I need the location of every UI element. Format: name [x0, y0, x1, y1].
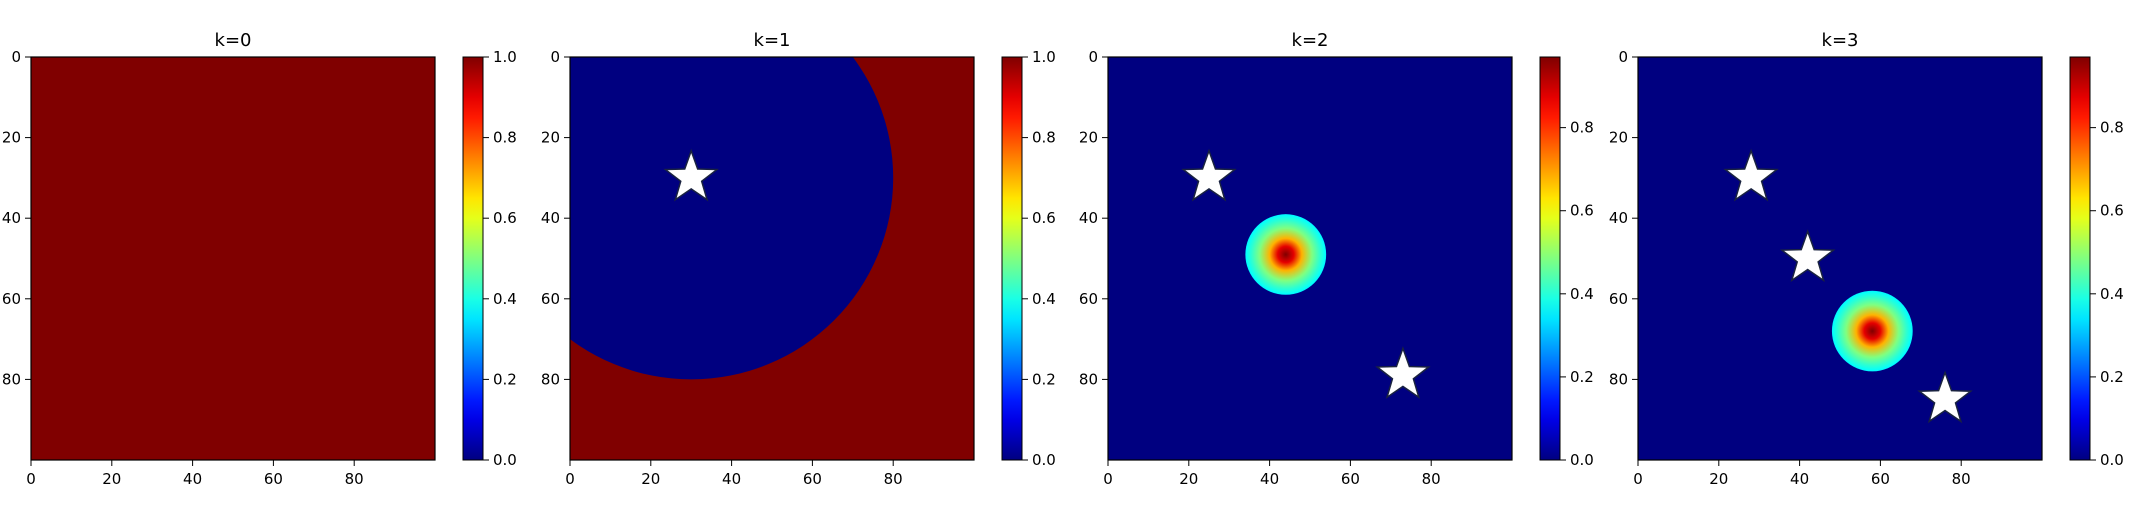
y-tick-label: 20 — [2, 129, 21, 147]
panel-1: 0 20 40 60 80 0 20 40 60 80 k=1 0.0 0.2 0.4 0.6 0.8 1.0 — [541, 30, 1056, 488]
colorbar — [1001, 56, 1023, 461]
panel-3: 0 20 40 60 80 0 20 40 60 80 k=3 0.0 0.2 0.4 0.6 0.8 — [1609, 30, 2124, 488]
axes-frame — [30, 56, 436, 461]
colorbar — [1539, 56, 1561, 461]
colorbar-tick-label: 0.6 — [1032, 209, 1056, 227]
x-tick-label: 20 — [641, 470, 660, 488]
colorbar-tick-label: 0.6 — [1570, 202, 1594, 220]
star-marker — [1181, 148, 1237, 202]
x-tick-label: 80 — [884, 470, 903, 488]
star-marker — [1375, 346, 1431, 400]
heatmap-image — [31, 57, 435, 460]
x-tick-label: 60 — [1341, 470, 1360, 488]
colorbar-tick-label: 0.2 — [493, 370, 517, 388]
colorbar-tick-label: 0.6 — [2100, 202, 2124, 220]
y-tick-label: 60 — [1079, 290, 1098, 308]
star-marker — [1723, 148, 1779, 202]
heatmap-image — [1638, 57, 2042, 460]
colorbar-tick-label: 1.0 — [493, 48, 517, 66]
x-tick-label: 60 — [264, 470, 283, 488]
heatmap-fill — [31, 57, 435, 460]
axes-frame — [1637, 56, 2043, 461]
x-tick-label: 60 — [803, 470, 822, 488]
colorbar-tick-label: 0.8 — [1032, 129, 1056, 147]
y-tick-label: 0 — [1618, 48, 1628, 66]
colorbar-tick-label: 0.2 — [1570, 368, 1594, 386]
x-tick-label: 0 — [1103, 470, 1113, 488]
panel-title: k=2 — [1292, 30, 1329, 51]
panel-title: k=1 — [754, 30, 791, 51]
x-tick-label: 40 — [183, 470, 202, 488]
colorbar-tick-label: 0.8 — [493, 129, 517, 147]
x-tick-label: 0 — [1633, 470, 1643, 488]
colorbar-tick-label: 0.4 — [493, 290, 517, 308]
panel-2: 0 20 40 60 80 0 20 40 60 80 k=2 0.0 0.2 0.4 0.6 0.8 — [1079, 30, 1594, 488]
star-marker — [1779, 229, 1836, 283]
y-tick-label: 80 — [1609, 370, 1628, 388]
x-tick-label: 40 — [1790, 470, 1809, 488]
panel-0: 0 20 40 60 80 0 20 40 60 80 k=0 0.0 0.2 0.4 0.6 0.8 1.0 — [2, 30, 517, 488]
colorbar — [462, 56, 484, 461]
x-tick-label: 20 — [1179, 470, 1198, 488]
y-tick-label: 60 — [1609, 290, 1628, 308]
heatmap-background — [1638, 57, 2042, 460]
colorbar-tick-label: 1.0 — [1032, 48, 1056, 66]
panels: 0 20 40 60 80020406080k=00.00.20.40.60.81.00… — [2, 30, 2124, 488]
y-tick-label: 80 — [541, 370, 560, 388]
star-marker — [663, 148, 720, 202]
x-tick-label: 0 — [565, 470, 575, 488]
axes-frame — [569, 56, 975, 461]
colorbar-tick-label: 0.0 — [493, 451, 517, 469]
heatmap-blob — [1831, 290, 1913, 372]
heatmap-blob — [1245, 214, 1327, 295]
colorbar-tick-label: 0.8 — [1570, 119, 1594, 137]
x-tick-label: 40 — [1260, 470, 1279, 488]
x-tick-label: 60 — [1871, 470, 1890, 488]
heatmap-image — [570, 57, 974, 460]
axes-frame — [1107, 56, 1513, 461]
colorbar-tick-label: 0.0 — [1032, 451, 1056, 469]
y-tick-label: 80 — [1079, 370, 1098, 388]
y-tick-label: 20 — [541, 129, 560, 147]
colorbar-tick-label: 0.4 — [1570, 285, 1594, 303]
y-tick-label: 40 — [1079, 209, 1098, 227]
y-tick-label: 20 — [1079, 129, 1098, 147]
y-tick-label: 60 — [2, 290, 21, 308]
y-tick-label: 0 — [11, 48, 21, 66]
colorbar-tick-label: 0.4 — [2100, 285, 2124, 303]
y-tick-label: 20 — [1609, 129, 1628, 147]
colorbar-tick-label: 0.0 — [1570, 451, 1594, 469]
colorbar-tick-label: 0.2 — [1032, 370, 1056, 388]
heatmap-inside-region — [570, 57, 894, 380]
y-tick-label: 80 — [2, 370, 21, 388]
x-tick-label: 80 — [1422, 470, 1441, 488]
y-tick-label: 0 — [550, 48, 560, 66]
panel-title: k=0 — [215, 30, 252, 51]
colorbar-tick-label: 0.4 — [1032, 290, 1056, 308]
colorbar-tick-label: 0.0 — [2100, 451, 2124, 469]
x-tick-label: 80 — [1952, 470, 1971, 488]
colorbar — [2069, 56, 2091, 461]
star-marker — [1917, 370, 1973, 424]
x-tick-label: 20 — [102, 470, 121, 488]
x-tick-label: 20 — [1709, 470, 1728, 488]
y-tick-label: 0 — [1088, 48, 1098, 66]
y-tick-label: 40 — [1609, 209, 1628, 227]
colorbar-tick-label: 0.8 — [2100, 119, 2124, 137]
y-tick-label: 60 — [541, 290, 560, 308]
colorbar-tick-label: 0.6 — [493, 209, 517, 227]
x-tick-label: 40 — [722, 470, 741, 488]
y-tick-label: 40 — [2, 209, 21, 227]
panel-title: k=3 — [1822, 30, 1859, 51]
x-tick-label: 80 — [345, 470, 364, 488]
x-tick-label: 0 — [26, 470, 36, 488]
heatmap-image — [1108, 57, 1512, 460]
colorbar-tick-label: 0.2 — [2100, 368, 2124, 386]
y-tick-label: 40 — [541, 209, 560, 227]
